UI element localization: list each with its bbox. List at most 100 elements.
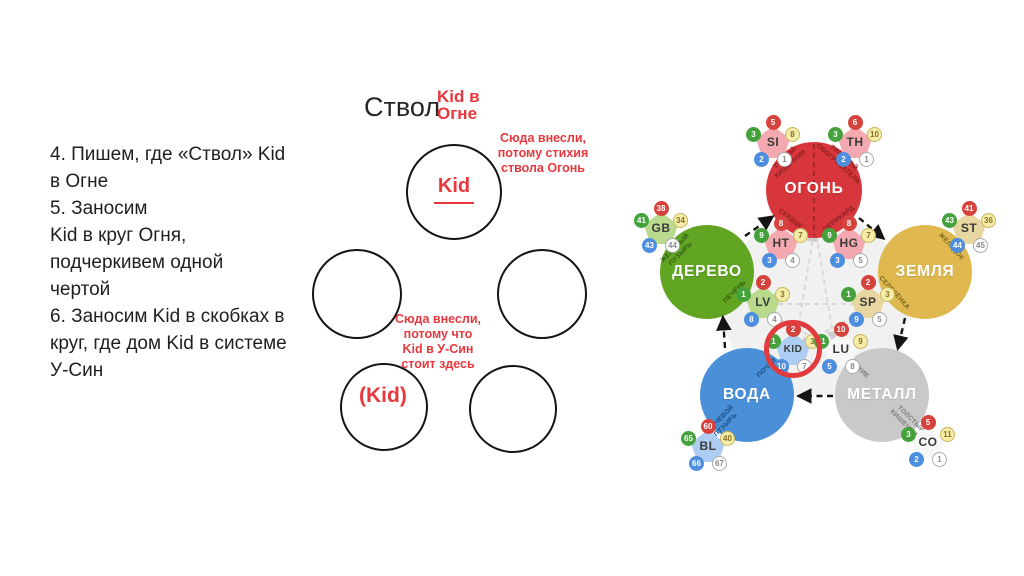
instructions-text: 4. Пишем, где «Ствол» Kid в Огне 5. Зано…: [50, 144, 287, 381]
ht-badge-code: HT: [772, 236, 790, 250]
th-point-water: 2: [836, 152, 851, 167]
water-label: ВОДА: [722, 386, 772, 403]
sp-point-wood: 1: [841, 287, 856, 302]
scheme-circle-bottom-right: [469, 365, 557, 453]
ht-badge: HT 8 9 7 3 4: [753, 216, 809, 269]
co-point-wood: 3: [901, 427, 916, 442]
bl-badge-code: BL: [699, 439, 717, 453]
si-point-wood: 3: [746, 127, 761, 142]
bl-point-fire: 60: [700, 419, 716, 434]
co-point-water: 2: [909, 452, 924, 467]
gb-badge-code: GB: [651, 221, 671, 235]
bl-point-metal: 67: [712, 456, 727, 471]
si-point-earth: 8: [785, 127, 800, 142]
scheme-circle-middle-left: [312, 249, 402, 339]
co-badge: CO 5 3 11 2 1: [900, 415, 956, 468]
scheme-circle-top: Kid: [406, 144, 502, 240]
lv-point-water: 8: [744, 312, 759, 327]
gb-badge: GB 38 41 34 43 44: [633, 201, 689, 254]
bl-badge: BL 60 65 40 66 67: [680, 419, 736, 472]
ht-point-wood: 9: [754, 228, 769, 243]
lu-point-metal: 8: [845, 359, 860, 374]
gb-point-fire: 38: [653, 201, 669, 216]
page-title: Ствол: [364, 92, 441, 122]
annotation-usin-circle: Сюда внесли, потому что Kid в У-Син стои…: [395, 312, 481, 371]
hg-point-water: 3: [830, 253, 845, 268]
lv-point-wood: 1: [736, 287, 751, 302]
ht-point-water: 3: [762, 253, 777, 268]
gb-point-metal: 44: [665, 238, 680, 253]
si-point-water: 2: [754, 152, 769, 167]
th-point-metal: 1: [859, 152, 874, 167]
st-point-water: 44: [950, 238, 965, 253]
hg-point-wood: 9: [822, 228, 837, 243]
gb-point-earth: 34: [673, 213, 688, 228]
si-badge: SI 5 3 8 2 1: [745, 115, 801, 168]
st-point-wood: 43: [942, 213, 957, 228]
hg-point-metal: 5: [853, 253, 868, 268]
generation-cycle-arrows: [716, 215, 909, 404]
hg-badge: HG 8 9 7 3 5: [821, 216, 877, 269]
th-badge: TH 6 3 10 2 1: [827, 115, 883, 168]
wuxing-diagram: ОГОНЬ ДЕРЕВО ЗЕМЛЯ ВОДА МЕТАЛЛ ТОНКИЙ КИ…: [612, 93, 1022, 488]
sp-point-fire: 2: [860, 275, 876, 290]
lu-point-water: 5: [822, 359, 837, 374]
kid-underlined-label: Kid: [433, 175, 475, 204]
sp-point-water: 9: [849, 312, 864, 327]
co-point-fire: 5: [920, 415, 936, 430]
wood-label: ДЕРЕВО: [672, 263, 742, 280]
hg-point-fire: 8: [841, 216, 857, 231]
sp-badge-code: SP: [859, 295, 877, 309]
th-point-fire: 6: [847, 115, 863, 130]
kid-highlight-ring: [764, 320, 822, 378]
st-point-fire: 41: [961, 201, 977, 216]
si-badge-code: SI: [766, 135, 780, 149]
bl-point-water: 66: [689, 456, 704, 471]
ht-point-fire: 8: [773, 216, 789, 231]
sp-badge: SP 2 1 3 9 5: [840, 275, 896, 328]
earth-label: ЗЕМЛЯ: [895, 263, 955, 280]
si-point-fire: 5: [765, 115, 781, 130]
st-badge: ST 41 43 36 44 45: [941, 201, 997, 254]
th-point-wood: 3: [828, 127, 843, 142]
th-point-earth: 10: [867, 127, 882, 142]
sp-point-earth: 3: [880, 287, 895, 302]
gb-point-water: 43: [642, 238, 657, 253]
wuxing-base-layer: [660, 142, 972, 442]
sp-point-metal: 5: [872, 312, 887, 327]
ht-point-metal: 4: [785, 253, 800, 268]
st-point-metal: 45: [973, 238, 988, 253]
bl-point-earth: 40: [720, 431, 735, 446]
metal-label: МЕТАЛЛ: [847, 386, 917, 403]
bl-point-wood: 65: [681, 431, 696, 446]
gb-point-wood: 41: [634, 213, 649, 228]
hg-point-earth: 7: [861, 228, 876, 243]
lv-badge: LV 2 1 3 8 4: [735, 275, 791, 328]
th-badge-code: TH: [846, 135, 864, 149]
water-circle: [700, 348, 794, 442]
co-badge-code: CO: [918, 435, 938, 449]
scheme-circle-middle-right: [497, 249, 587, 339]
fire-label: ОГОНЬ: [784, 180, 844, 197]
st-badge-code: ST: [960, 221, 978, 235]
st-point-earth: 36: [981, 213, 996, 228]
lu-point-fire: 10: [833, 322, 849, 337]
lv-point-fire: 2: [755, 275, 771, 290]
lv-point-earth: 3: [775, 287, 790, 302]
kid-parentheses-label: (Kid): [359, 384, 407, 407]
hg-badge-code: HG: [839, 236, 859, 250]
title-annotation: Kid в Огне: [437, 87, 480, 123]
co-point-earth: 11: [940, 427, 955, 442]
lu-point-earth: 9: [853, 334, 868, 349]
si-point-metal: 1: [777, 152, 792, 167]
metal-circle: [835, 348, 929, 442]
co-point-metal: 1: [932, 452, 947, 467]
lv-badge-code: LV: [755, 295, 771, 309]
earth-circle: [878, 225, 972, 319]
lu-badge-code: LU: [832, 342, 850, 356]
ht-point-earth: 7: [793, 228, 808, 243]
scheme-circle-bottom-left: (Kid): [340, 363, 428, 451]
wood-circle: [660, 225, 754, 319]
annotation-fire-circle: Сюда внесли, потому стихия ствола Огонь: [497, 131, 589, 175]
